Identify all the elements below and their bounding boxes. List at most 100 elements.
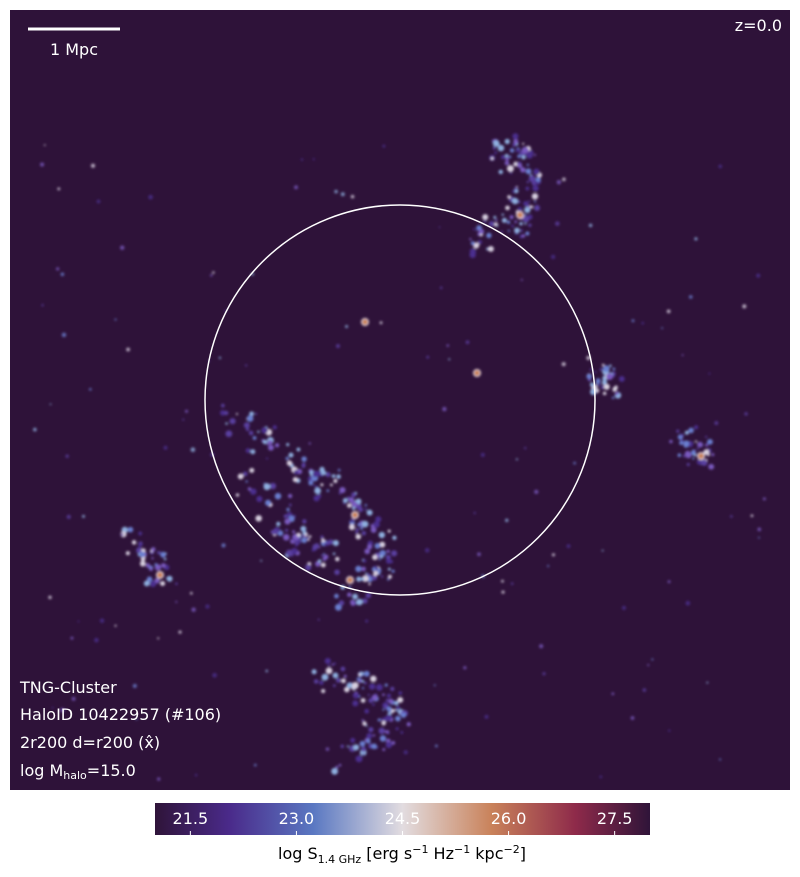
emission-blob [332,552,336,555]
emission-blob [338,600,345,606]
emission-blob [293,469,299,475]
emission-blob [361,566,366,572]
emission-blob [684,430,689,435]
emission-blob [315,543,319,548]
emission-blob [286,507,290,512]
emission-blob [477,552,481,557]
emission-blob [190,447,196,452]
emission-blob [501,217,507,223]
emission-blob [498,169,503,175]
emission-blob [252,436,257,440]
emission-blob [339,486,346,494]
emission-blob [355,755,363,763]
emission-blob [363,681,367,685]
text: [erg s [361,844,412,863]
emission-blob [189,591,193,595]
emission-blob [532,185,539,192]
emission-blob [504,160,510,166]
emission-blob [327,664,331,667]
emission-blob [139,560,146,567]
emission-blob [247,487,252,491]
emission-blob [494,151,498,154]
emission-blob [513,139,519,144]
emission-blob [352,692,360,699]
emission-blob [513,161,519,167]
emission-blob [312,158,315,161]
emission-blob [292,476,298,483]
emission-knot [697,452,705,460]
emission-blob [395,709,398,712]
emission-blob [372,695,378,701]
emission-blob [589,382,595,387]
emission-blob [120,245,125,250]
emission-blob [325,472,331,478]
emission-blob [194,773,198,777]
emission-blob [276,521,281,527]
emission-blob [382,708,385,711]
emission-blob [362,598,368,604]
emission-blob [221,403,225,408]
emission-blob [272,425,277,430]
emission-blob [356,576,362,582]
emission-blob [313,484,316,487]
emission-blob [525,231,530,236]
emission-blob [360,671,364,676]
emission-blob [260,559,263,562]
emission-blob [351,492,357,498]
emission-blob [333,478,338,483]
emission-blob [311,669,317,675]
colorbar-label: log S1.4 GHz [erg s−1 Hz−1 kpc−2] [278,843,526,866]
emission-blob [595,378,601,384]
emission-blob [630,716,635,720]
emission-blob [347,592,352,597]
emission-blob [335,677,341,683]
text: halo [63,769,87,782]
emission-blob [517,207,523,213]
text: Hz [428,844,454,863]
emission-blob [351,506,356,511]
info-line: TNG-Cluster [19,678,117,697]
emission-blob [512,190,516,194]
emission-blob [348,497,355,503]
emission-blob [346,745,349,748]
emission-blob [391,550,398,557]
emission-blob [48,595,52,600]
emission-blob [524,222,527,225]
emission-blob [730,515,733,518]
colorbar-tick-label: 27.5 [597,809,633,828]
emission-blob [350,737,356,743]
emission-blob [157,777,161,781]
emission-blob [94,637,99,643]
emission-blob [245,480,248,483]
emission-blob [39,162,45,167]
emission-blob [612,388,616,392]
emission-blob [522,216,530,223]
emission-blob [225,430,233,438]
colorbar [155,803,650,835]
emission-blob [651,658,654,661]
emission-blob [521,146,529,154]
emission-blob [501,590,505,594]
emission-blob [148,194,153,200]
emission-blob [601,549,604,552]
emission-blob [334,569,340,575]
emission-blob [708,463,715,470]
emission-blob [439,286,443,290]
emission-blob [255,515,262,522]
emission-blob [120,533,124,537]
emission-blob [355,528,359,532]
emission-blob [524,206,531,214]
info-line: 2r200 d=r200 (x̂) [20,733,160,752]
emission-blob [332,684,336,688]
emission-blob [361,530,367,536]
emission-blob [744,412,748,416]
emission-blob [691,449,696,455]
emission-knot [351,511,359,519]
emission-blob [225,422,228,425]
emission-blob [495,219,498,221]
emission-blob [378,558,381,561]
emission-blob [340,744,344,749]
emission-blob [41,304,44,307]
emission-blob [300,158,304,161]
emission-blob [374,542,381,549]
